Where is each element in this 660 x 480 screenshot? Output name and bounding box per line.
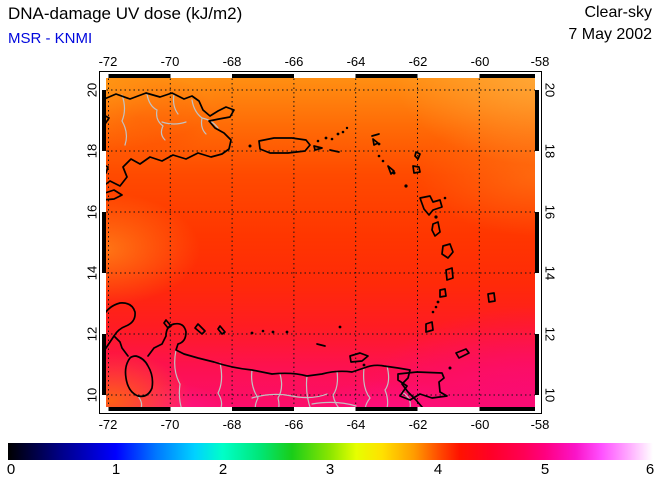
- colorbar-tick-label: 5: [540, 461, 550, 478]
- lat-tick-right: 20: [542, 82, 558, 98]
- colorbar-tick-label: 0: [6, 461, 16, 478]
- lon-tick-bottom: -60: [470, 417, 490, 432]
- lat-tick-right: 14: [542, 265, 558, 281]
- lat-tick-right: 12: [542, 326, 558, 342]
- admin-borders: [121, 93, 411, 411]
- lon-tick-top: -70: [160, 54, 180, 69]
- map-canvas: [102, 74, 539, 411]
- zebra-border-bottom: [102, 407, 539, 411]
- zebra-border-right: [535, 74, 539, 411]
- lon-tick-bottom: -64: [346, 417, 366, 432]
- lon-tick-top: -60: [470, 54, 490, 69]
- coastlines-svg: [102, 74, 539, 411]
- map-frame: [99, 71, 542, 414]
- colorbar-tick-label: 3: [325, 461, 335, 478]
- zebra-border-left: [102, 74, 106, 411]
- colorbar-tick-label: 2: [218, 461, 228, 478]
- colorbar-tick-label: 6: [645, 461, 655, 478]
- lon-tick-bottom: -58: [530, 417, 550, 432]
- lon-tick-top: -66: [284, 54, 304, 69]
- lon-tick-top: -64: [346, 54, 366, 69]
- date-label: 7 May 2002: [568, 26, 652, 43]
- colorbar-tick-label: 1: [111, 461, 121, 478]
- islet-dots: [248, 126, 452, 370]
- lon-tick-bottom: -70: [160, 417, 180, 432]
- lon-tick-top: -68: [222, 54, 242, 69]
- lat-tick-left: 10: [84, 387, 100, 403]
- lon-tick-top: -62: [408, 54, 428, 69]
- graticule: [102, 74, 539, 411]
- lon-tick-bottom: -72: [98, 417, 118, 432]
- colorbar-gradient: [8, 443, 653, 460]
- page-title: DNA-damage UV dose (kJ/m2): [8, 4, 243, 23]
- lon-tick-top: -58: [530, 54, 550, 69]
- lon-tick-bottom: -66: [284, 417, 304, 432]
- lat-tick-left: 14: [84, 265, 100, 281]
- lon-tick-top: -72: [98, 54, 118, 69]
- lat-tick-left: 12: [84, 326, 100, 342]
- lat-tick-left: 18: [84, 143, 100, 159]
- condition-label: Clear-sky: [584, 4, 652, 21]
- lat-tick-right: 10: [542, 387, 558, 403]
- zebra-border-top: [102, 74, 539, 78]
- lat-tick-left: 20: [84, 82, 100, 98]
- colorbar-tick-label: 4: [433, 461, 443, 478]
- lon-tick-bottom: -68: [222, 417, 242, 432]
- coastlines: [102, 92, 496, 411]
- lat-tick-right: 16: [542, 204, 558, 220]
- lat-tick-right: 18: [542, 143, 558, 159]
- lon-tick-bottom: -62: [408, 417, 428, 432]
- lat-tick-left: 16: [84, 204, 100, 220]
- source-label: MSR - KNMI: [8, 30, 93, 47]
